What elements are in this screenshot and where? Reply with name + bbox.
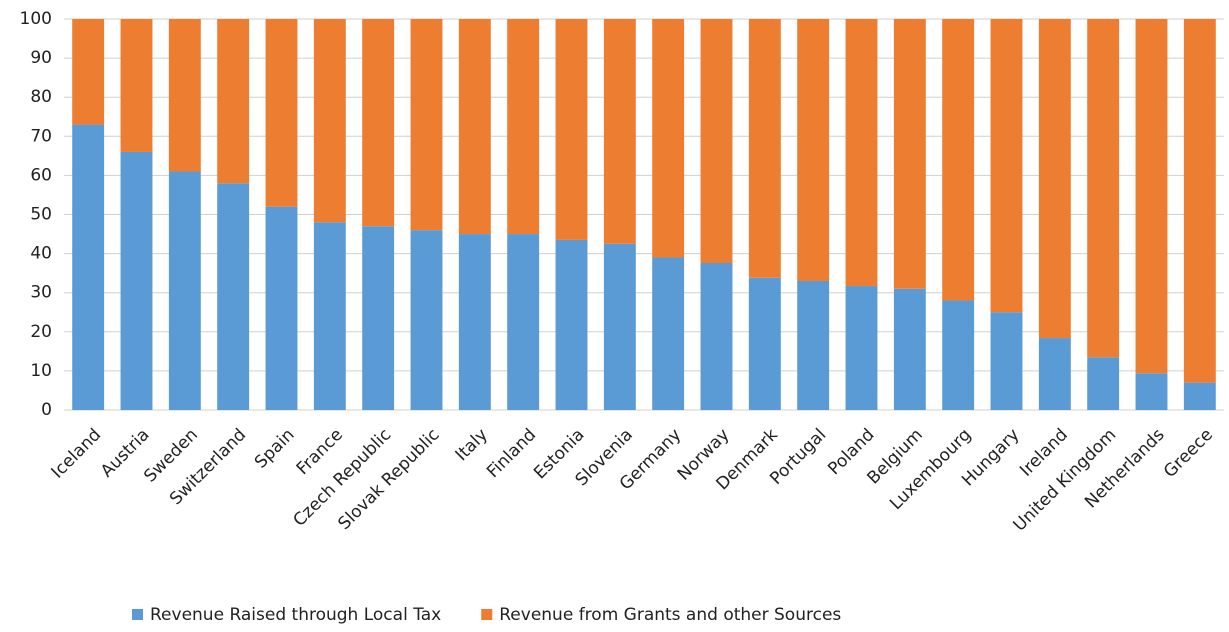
bar-segment	[990, 312, 1023, 410]
legend-label: Revenue from Grants and other Sources	[499, 605, 841, 625]
bar-segment	[555, 239, 588, 410]
bar-segment	[942, 300, 975, 410]
bar-segment	[362, 19, 395, 227]
bar-segment	[1038, 19, 1071, 339]
bar-segment	[797, 280, 830, 410]
y-tick-label: 80	[30, 87, 52, 107]
bar-segment	[603, 243, 636, 410]
y-tick-label: 60	[30, 165, 52, 185]
bar-segment	[72, 19, 105, 125]
bar-segment	[410, 230, 443, 410]
bar-segment	[797, 19, 830, 281]
x-tick-label: Spain	[251, 425, 299, 473]
bar-segment	[845, 286, 878, 410]
bar-segment	[120, 151, 153, 410]
bar-segment	[410, 19, 443, 231]
bar-segment	[1087, 357, 1120, 410]
bar-segment	[700, 262, 733, 410]
bar-segment	[893, 19, 926, 289]
bar-segment	[942, 19, 975, 301]
legend-swatch	[132, 609, 143, 620]
bar-segment	[217, 183, 250, 410]
bar-segment	[313, 19, 346, 223]
bar-segment	[1183, 19, 1216, 383]
bar-segment	[652, 19, 685, 258]
legend-swatch	[481, 609, 493, 620]
bar-segment	[458, 19, 491, 235]
bar-segment	[120, 19, 153, 152]
bar-segment	[1135, 373, 1168, 410]
y-tick-label: 50	[30, 205, 52, 225]
y-tick-label: 30	[30, 283, 52, 303]
bar-segment	[748, 277, 781, 410]
bar-segment	[168, 171, 201, 410]
legend-label: Revenue Raised through Local Tax	[150, 605, 441, 625]
bar-segment	[72, 124, 105, 410]
bar-segment	[168, 19, 201, 172]
y-tick-label: 70	[30, 126, 52, 146]
bar-segment	[652, 257, 685, 410]
x-tick-label: Iceland	[48, 425, 106, 483]
bar-segment	[555, 19, 588, 240]
y-tick-label: 40	[30, 244, 52, 264]
bar-segment	[362, 226, 395, 410]
y-tick-label: 0	[41, 400, 52, 420]
bar-segment	[990, 19, 1023, 313]
bar-segment	[507, 19, 540, 235]
bar-segment	[700, 19, 733, 263]
bar-segment	[1183, 382, 1216, 410]
bar-segment	[217, 19, 250, 184]
bar-segment	[1038, 338, 1071, 410]
x-tick-label: Italy	[452, 425, 492, 465]
y-tick-label: 90	[30, 48, 52, 68]
bar-segment	[507, 234, 540, 410]
y-tick-label: 10	[30, 361, 52, 381]
y-tick-label: 100	[20, 9, 52, 29]
bar-segment	[458, 234, 491, 410]
bar-segment	[265, 206, 298, 410]
x-tick-label: Finland	[483, 425, 540, 482]
bar-segment	[265, 19, 298, 207]
bar-segment	[1087, 19, 1120, 358]
y-tick-label: 20	[30, 322, 52, 342]
bar-segment	[313, 222, 346, 410]
bar-segment	[1135, 19, 1168, 374]
bar-segment	[748, 19, 781, 278]
bar-segment	[845, 19, 878, 287]
bar-segment	[893, 288, 926, 410]
bar-segment	[603, 19, 636, 244]
x-tick-label: Greece	[1160, 425, 1217, 482]
